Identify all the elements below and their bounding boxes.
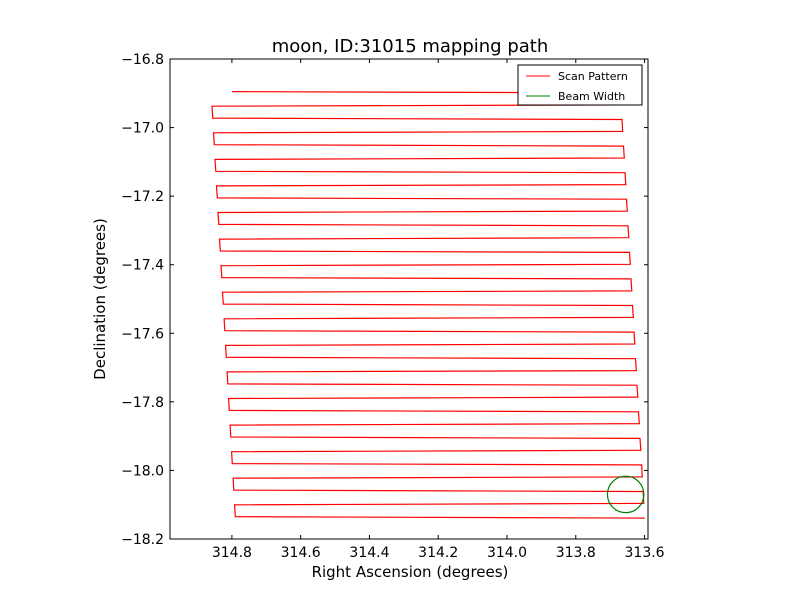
chart-title: moon, ID:31015 mapping path <box>272 36 549 57</box>
x-tick-label: 314.8 <box>212 545 252 561</box>
legend: Scan Pattern Beam Width <box>517 64 643 106</box>
scan-pattern-line <box>211 91 645 519</box>
plot-area <box>169 58 649 540</box>
x-tick-label: 314.6 <box>281 545 321 561</box>
beam-width-circle <box>606 475 645 514</box>
y-tick-label: −17.2 <box>121 189 164 205</box>
y-tick-label: −16.8 <box>121 52 164 68</box>
plot-frame <box>169 58 649 540</box>
x-tick-label: 313.8 <box>556 545 596 561</box>
y-axis-label: Declination (degrees) <box>91 218 109 380</box>
plot-content <box>211 91 645 519</box>
x-tick-label: 314.2 <box>418 545 458 561</box>
x-tick-label: 314.4 <box>349 545 389 561</box>
legend-label-beam-width: Beam Width <box>558 90 625 103</box>
y-tick-label: −18.2 <box>121 532 164 548</box>
y-tick-label: −17.0 <box>121 121 164 137</box>
x-tick-label: 313.6 <box>625 545 665 561</box>
y-tick-label: −17.6 <box>121 326 164 342</box>
legend-box <box>517 64 643 106</box>
legend-label-scan-pattern: Scan Pattern <box>558 70 628 83</box>
x-tick-label: 314.0 <box>487 545 527 561</box>
x-axis-label: Right Ascension (degrees) <box>312 563 509 581</box>
y-tick-label: −18.0 <box>121 463 164 479</box>
y-tick-label: −17.8 <box>121 395 164 411</box>
y-tick-label: −17.4 <box>121 258 164 274</box>
axes-ticks: 314.8 314.6 314.4 314.2 314.0 313.8 313.6 −16.8… <box>121 52 665 561</box>
